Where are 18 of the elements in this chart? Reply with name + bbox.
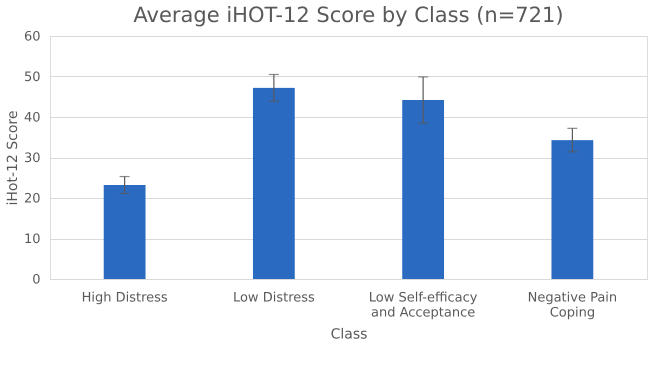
x-tick-label: Low Distress	[232, 290, 316, 306]
y-tick-label: 40	[24, 110, 40, 126]
y-tick-label: 50	[24, 70, 40, 85]
chart-title: Average iHOT-12 Score by Class (n=721)	[133, 3, 564, 27]
x-tick-label: Low Self-efficacy and Acceptance	[368, 290, 478, 320]
x-axis-title: Class	[330, 326, 368, 342]
y-tick-label: 0	[32, 272, 40, 288]
bar	[104, 185, 146, 279]
bar	[551, 140, 594, 279]
y-tick-label: 10	[24, 232, 40, 247]
y-tick-label: 30	[24, 151, 40, 166]
bar	[402, 100, 444, 279]
x-tick-label: Negative Pain Coping	[528, 290, 618, 320]
x-tick-label: High Distress	[82, 290, 168, 306]
bar	[252, 88, 295, 279]
y-tick-label: 20	[24, 192, 40, 206]
y-tick-label: 60	[24, 30, 40, 44]
y-axis-title: iHot-12 Score	[4, 110, 21, 206]
